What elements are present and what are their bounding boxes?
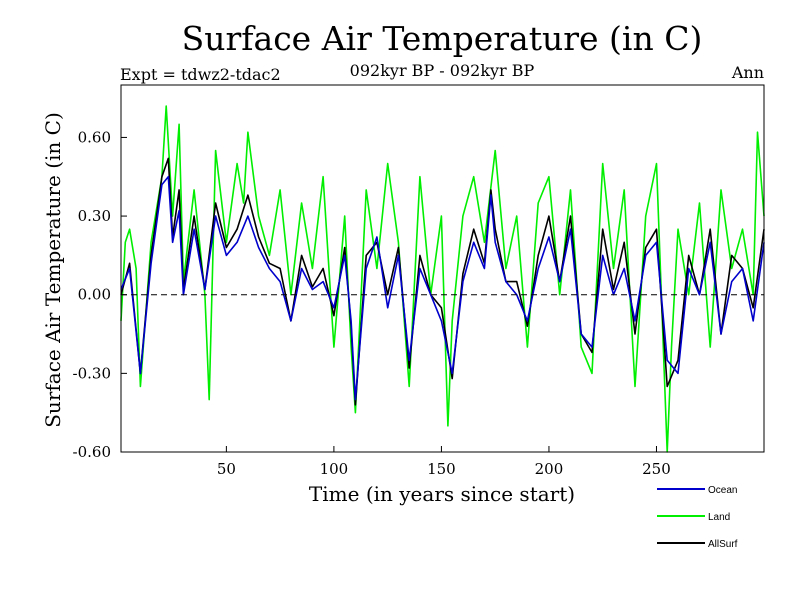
ticks-layer: 50 100 150 200 250 -0.60 -0.30 0.00 0.30 0.60 <box>73 128 671 478</box>
y-tick-label: 0.00 <box>78 286 111 304</box>
legend-label-land: Land <box>708 512 730 523</box>
plot-frame <box>120 84 765 453</box>
chart-legend: Ocean Land AllSurf <box>657 485 738 550</box>
y-tick-label: -0.30 <box>73 364 111 382</box>
chart-subtitle: 092kyr BP - 092kyr BP <box>350 61 535 80</box>
experiment-label: Expt = tdwz2-tdac2 <box>120 65 281 84</box>
y-tick-label: 0.30 <box>78 207 111 225</box>
y-tick-label: 0.60 <box>78 128 111 146</box>
x-tick-label: 250 <box>642 460 671 478</box>
series-line-allsurf <box>120 157 765 406</box>
x-tick-label: 100 <box>320 460 349 478</box>
series-layer <box>120 105 765 453</box>
x-axis-label: Time (in years since start) <box>309 482 575 506</box>
x-tick-label: 200 <box>535 460 564 478</box>
series-line-ocean <box>120 175 765 401</box>
y-axis-label: Surface Air Temperature (in C) <box>41 112 65 428</box>
period-label: Ann <box>731 63 764 82</box>
x-tick-label: 150 <box>427 460 456 478</box>
chart-title: Surface Air Temperature (in C) <box>182 19 703 58</box>
legend-label-allsurf: AllSurf <box>708 539 738 550</box>
x-tick-label: 50 <box>217 460 236 478</box>
legend-label-ocean: Ocean <box>708 485 737 496</box>
y-tick-label: -0.60 <box>73 443 111 461</box>
series-line-land <box>120 105 765 453</box>
